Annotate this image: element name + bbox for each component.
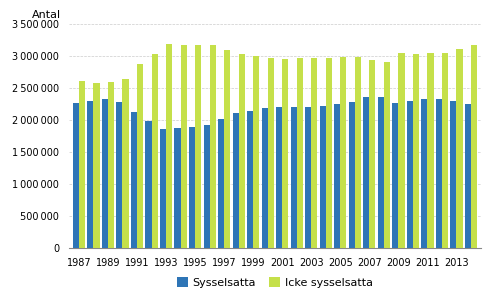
Bar [137, 64, 143, 248]
Bar [436, 99, 442, 248]
Bar [384, 62, 390, 248]
Bar [181, 45, 187, 248]
Bar [224, 50, 230, 248]
Bar [398, 53, 405, 248]
Bar [369, 60, 376, 248]
Bar [131, 112, 137, 248]
Bar [116, 102, 122, 248]
Bar [189, 127, 195, 248]
Bar [282, 58, 288, 248]
Bar [152, 54, 158, 248]
Bar [262, 108, 268, 248]
Bar [378, 97, 384, 248]
Bar [122, 79, 129, 248]
Bar [166, 45, 172, 248]
Bar [253, 56, 259, 248]
Bar [355, 57, 361, 248]
Bar [291, 107, 297, 248]
Bar [160, 129, 166, 248]
Bar [421, 99, 428, 248]
Bar [195, 45, 201, 248]
Text: Antal: Antal [31, 10, 61, 20]
Bar [174, 128, 181, 248]
Bar [450, 102, 457, 248]
Bar [218, 119, 224, 248]
Bar [457, 49, 463, 248]
Bar [239, 54, 245, 248]
Bar [311, 58, 317, 248]
Bar [210, 45, 216, 248]
Bar [334, 104, 340, 248]
Bar [145, 121, 152, 248]
Bar [87, 101, 93, 248]
Bar [93, 82, 100, 248]
Bar [276, 107, 282, 248]
Bar [247, 111, 253, 248]
Bar [73, 103, 79, 248]
Bar [102, 99, 108, 248]
Bar [79, 81, 85, 248]
Bar [340, 57, 347, 248]
Bar [363, 97, 369, 248]
Bar [407, 102, 413, 248]
Bar [326, 58, 332, 248]
Bar [108, 82, 114, 248]
Bar [349, 102, 355, 248]
Bar [320, 106, 326, 248]
Bar [442, 53, 448, 248]
Bar [413, 54, 419, 248]
Bar [428, 53, 434, 248]
Bar [392, 103, 398, 248]
Bar [305, 107, 311, 248]
Legend: Sysselsatta, Icke sysselsatta: Sysselsatta, Icke sysselsatta [172, 273, 378, 292]
Bar [465, 104, 471, 248]
Bar [297, 58, 303, 248]
Bar [471, 45, 477, 248]
Bar [203, 125, 210, 248]
Bar [233, 113, 239, 248]
Bar [268, 58, 274, 248]
